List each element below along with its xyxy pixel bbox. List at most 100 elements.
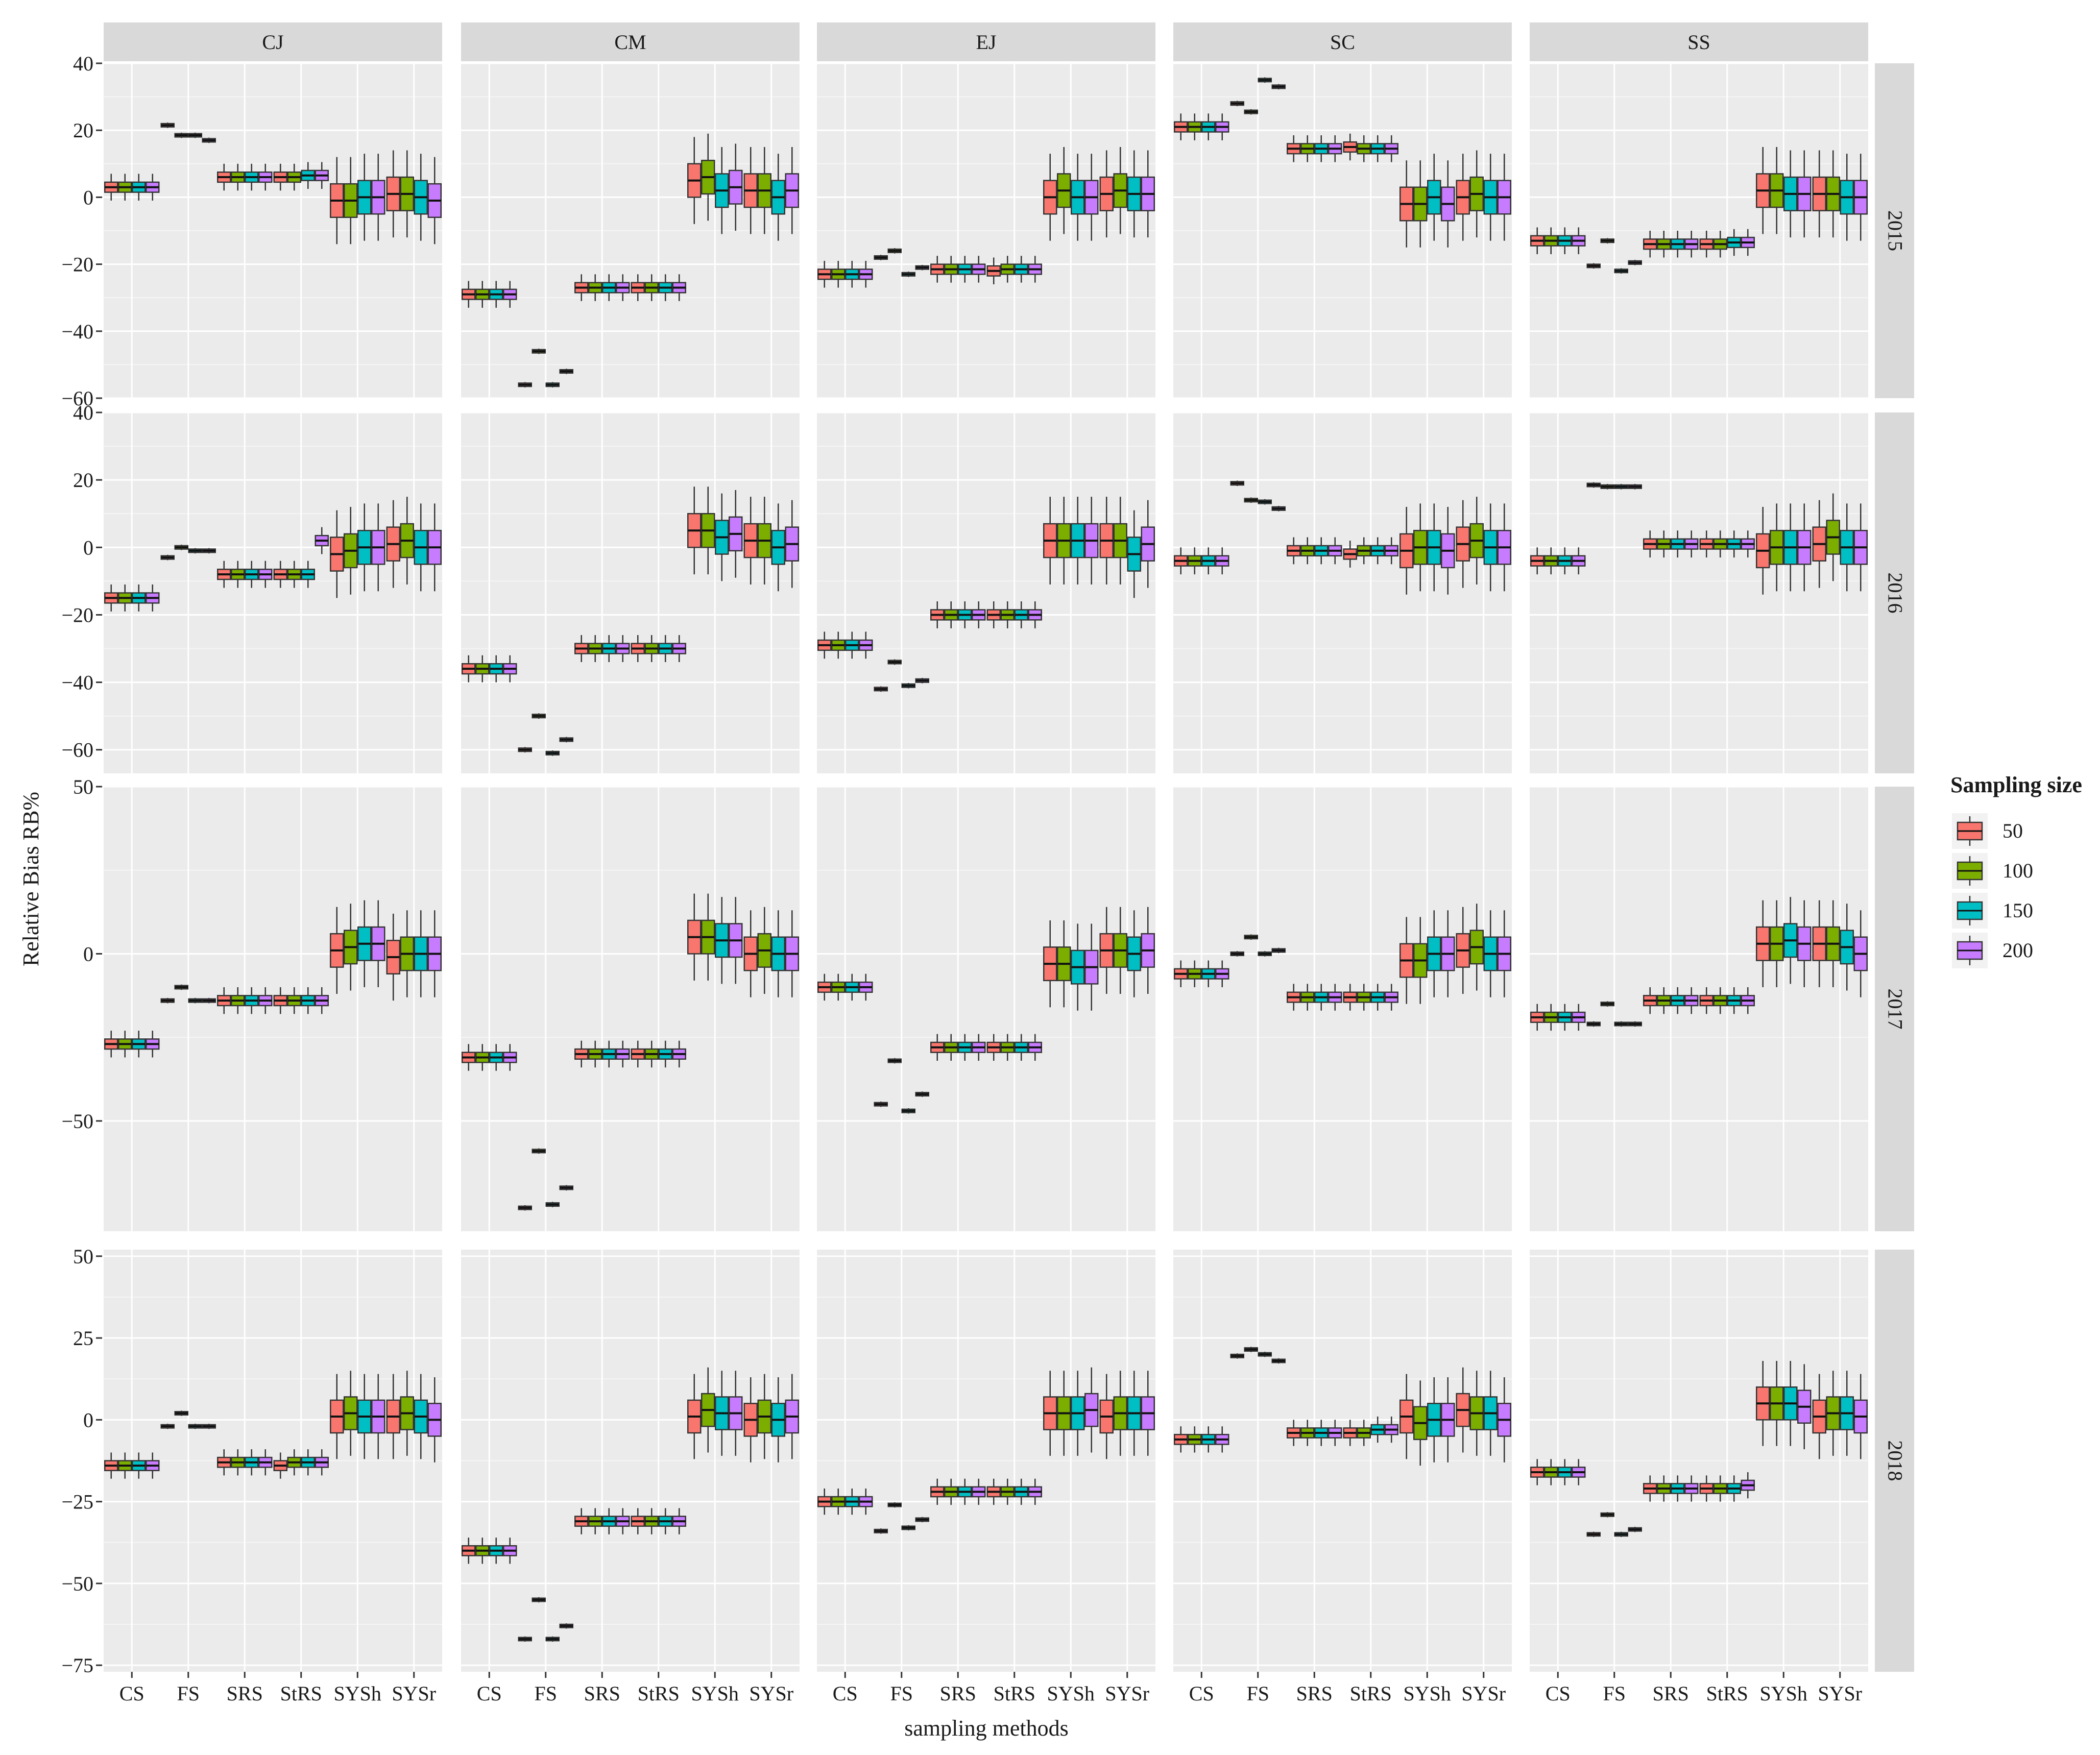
box-sysh-size-100 (1057, 920, 1071, 1008)
box-srs-size-50 (1643, 530, 1657, 558)
box-sysr-size-100 (400, 150, 414, 238)
box-sysr-size-200 (427, 157, 442, 245)
box-srs-size-50 (574, 635, 589, 662)
box-strs-size-150 (1370, 984, 1385, 1011)
box-cs-size-50 (817, 261, 832, 288)
box-fs-size-150 (188, 997, 202, 1004)
box-fs-size-50 (874, 255, 888, 260)
facet-strip-ej (817, 22, 1155, 61)
panel-sc-2016 (1173, 411, 1512, 773)
box-sysh-size-50 (1399, 160, 1414, 248)
box-sysr-size-150 (771, 503, 785, 592)
box-fs-size-100 (532, 1597, 546, 1603)
x-tick-label-srs: SRS (227, 1682, 263, 1705)
panel-cm-2015 (461, 62, 800, 399)
box-srs-size-200 (616, 1040, 630, 1068)
box-sysh-size-50 (687, 137, 702, 224)
box-srs-size-200 (972, 256, 986, 283)
x-tick-label-strs: StRS (280, 1682, 322, 1705)
box-sysr-size-50 (386, 913, 400, 1001)
box-fs-size-150 (901, 272, 915, 277)
box-sysr-size-200 (1853, 910, 1868, 997)
box-cs-size-150 (845, 973, 859, 1001)
box-cs-size-100 (475, 1044, 490, 1071)
box-fs-size-150 (1258, 77, 1272, 83)
box-cs-size-100 (831, 1488, 846, 1515)
panel-cj-2018 (104, 1250, 442, 1672)
facet-strip-label-cj: CJ (262, 31, 283, 54)
box-cs-size-200 (146, 584, 160, 612)
box-fs-size-150 (1258, 499, 1272, 505)
box-strs-size-150 (1727, 987, 1741, 1014)
box-fs-size-50 (518, 382, 532, 388)
box-strs-size-200 (1384, 537, 1398, 565)
box-fs-size-100 (1244, 497, 1258, 503)
panel-background (1173, 787, 1512, 1231)
box-cs-size-150 (1558, 1004, 1572, 1031)
box-sysh-size-150 (1427, 910, 1441, 997)
facet-strip-label-2017: 2017 (1884, 989, 1907, 1030)
box-sysr-size-100 (400, 497, 414, 584)
y-axis-title: Relative Bias RB% (18, 792, 43, 966)
y-tick-label: −20 (61, 253, 93, 276)
box-srs-size-50 (1643, 1475, 1657, 1502)
box-sysh-size-100 (1057, 1371, 1071, 1456)
box-strs-size-200 (315, 987, 329, 1014)
box-sysh-size-100 (701, 893, 715, 981)
x-tick-label-cs: CS (1189, 1682, 1214, 1705)
box-sysh-size-200 (1084, 1367, 1099, 1453)
box-srs-size-200 (1328, 1420, 1342, 1446)
x-tick-label-strs: StRS (638, 1682, 680, 1705)
box-sysr-size-100 (1469, 1371, 1484, 1456)
x-tick-label-strs: StRS (1350, 1682, 1392, 1705)
box-sysh-size-200 (1084, 497, 1099, 584)
box-sysh-size-200 (1797, 1364, 1812, 1450)
y-tick-label: 50 (73, 1245, 93, 1268)
box-sysh-size-200 (1441, 160, 1455, 248)
box-sysr-size-100 (757, 497, 771, 584)
box-cs-size-100 (831, 631, 846, 659)
box-sysr-size-100 (1469, 497, 1484, 584)
box-sysh-size-100 (701, 133, 715, 221)
box-sysh-size-50 (1043, 920, 1057, 1008)
box-sysh-size-200 (1441, 507, 1455, 595)
box-fs-size-50 (1586, 263, 1601, 269)
box-cs-size-150 (1201, 547, 1216, 575)
box-fs-size-100 (1600, 1001, 1614, 1007)
box-cs-size-50 (817, 973, 832, 1001)
box-srs-size-100 (944, 601, 958, 628)
box-sysh-size-200 (371, 503, 385, 592)
panel-ss-2017 (1530, 786, 1868, 1231)
box-sysr-size-150 (414, 503, 428, 592)
box-strs-size-100 (1357, 984, 1371, 1011)
box-sysr-size-100 (400, 910, 414, 997)
box-sysr-size-200 (1853, 503, 1868, 592)
box-fs-size-150 (1614, 484, 1628, 490)
box-fs-size-200 (202, 997, 216, 1004)
box-cs-size-150 (845, 631, 859, 659)
box-fs-size-150 (188, 548, 202, 554)
panel-background (104, 787, 442, 1231)
x-tick-label-sysr: SYSr (749, 1682, 793, 1705)
y-tick-label: −50 (61, 1110, 93, 1133)
box-strs-size-50 (986, 257, 1001, 284)
box-cs-size-100 (1188, 1426, 1202, 1453)
box-srs-size-50 (930, 1478, 945, 1505)
box-sysh-size-50 (687, 486, 702, 575)
panel-background (1530, 787, 1868, 1231)
box-srs-size-100 (1300, 135, 1315, 162)
box-strs-size-50 (273, 560, 287, 588)
facet-strip-label-2018: 2018 (1884, 1441, 1907, 1481)
box-strs-size-150 (1370, 1416, 1385, 1443)
box-strs-size-50 (1699, 231, 1713, 258)
box-fs-size-50 (518, 747, 532, 753)
box-sysh-size-100 (344, 1371, 358, 1456)
box-sysh-size-200 (729, 1371, 743, 1456)
box-cs-size-50 (1530, 1004, 1544, 1031)
x-tick-label-fs: FS (1603, 1682, 1626, 1705)
box-cs-size-50 (462, 1538, 476, 1564)
box-srs-size-100 (944, 1034, 958, 1061)
box-sysr-size-200 (785, 910, 799, 997)
box-strs-size-50 (631, 1040, 645, 1068)
